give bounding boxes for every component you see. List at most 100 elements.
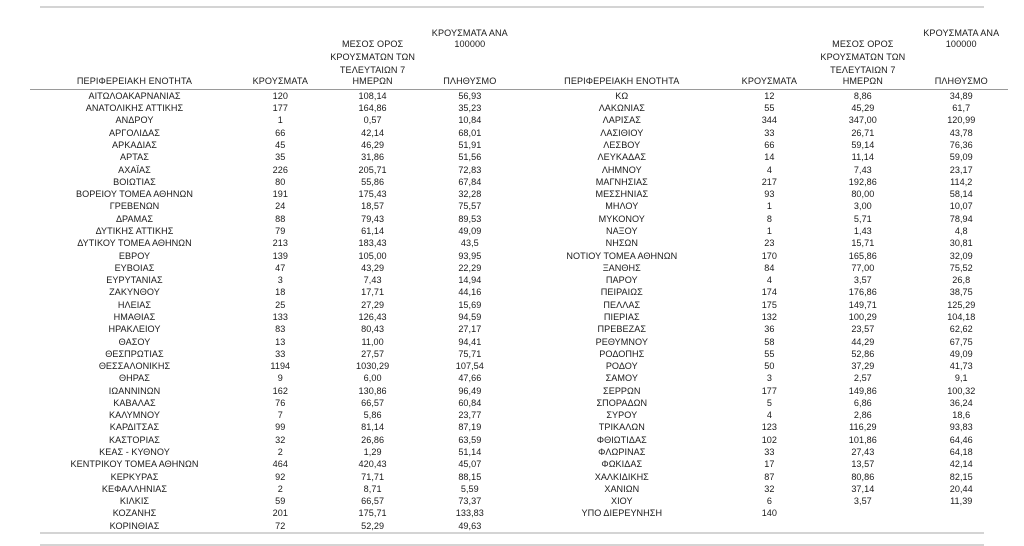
per100k-cell: 93,95 xyxy=(458,250,482,261)
cases-cell: 464 xyxy=(272,459,288,470)
table-row: ΚΟΡΙΝΘΙΑΣ 72 52,29 49,63 xyxy=(30,520,516,532)
cases-cell: 33 xyxy=(764,447,775,458)
cases-cell: 226 xyxy=(272,164,288,175)
per100k-cell: 75,57 xyxy=(458,201,482,212)
region-cell: ΛΗΜΝΟΥ xyxy=(601,164,642,175)
table-row: ΑΙΤΩΛΟΑΚΑΡΝΑΝΙΑΣ 120 108,14 56,93 xyxy=(30,90,516,103)
region-cell: ΛΕΣΒΟΥ xyxy=(603,140,641,150)
avg7-cell: 1030,29 xyxy=(356,361,390,372)
avg7-cell: 192,86 xyxy=(848,176,877,187)
table-row: ΚΩ 12 8,86 34,89 xyxy=(516,90,1008,103)
cases-header-right: ΚΡΟΥΣΜΑΤΑ xyxy=(727,65,812,91)
cases-cell: 32 xyxy=(764,483,775,494)
region-cell: ΗΜΑΘΙΑΣ xyxy=(113,311,156,322)
region-cell: ΜΗΛΟΥ xyxy=(605,201,639,212)
per100k-cell: 10,07 xyxy=(949,201,973,212)
per100k-cell: 38,75 xyxy=(949,287,973,298)
table-row: ΝΗΣΩΝ 23 15,71 30,81 xyxy=(516,238,1008,250)
region-cell: ΧΙΟΥ xyxy=(610,496,633,507)
cases-cell: 213 xyxy=(272,238,288,249)
region-cell: ΑΙΤΩΛΟΑΚΑΡΝΑΝΙΑΣ xyxy=(88,90,181,101)
avg7-cell: 164,86 xyxy=(358,103,387,114)
region-cell: ΓΡΕΒΕΝΩΝ xyxy=(109,201,160,212)
table-row: ΡΕΘΥΜΝΟΥ 58 44,29 67,75 xyxy=(516,336,1008,348)
per100k-cell: 76,36 xyxy=(949,140,973,150)
cases-cell: 33 xyxy=(275,348,286,359)
cases-cell: 4 xyxy=(766,164,772,175)
per100k-cell: 94,41 xyxy=(458,336,482,347)
cases-cell: 18 xyxy=(275,287,286,298)
avg7-cell: 11,00 xyxy=(361,336,384,347)
per100k-cell: 49,09 xyxy=(949,348,973,359)
per100k-cell: 75,52 xyxy=(949,262,973,273)
per100k-cell: 62,62 xyxy=(949,324,973,335)
top-divider-rule xyxy=(40,6,984,8)
cases-cell: 139 xyxy=(272,250,288,261)
avg7-header-line3-right: ΤΕΛΕΥΤΑΙΩΝ 7 ΗΜΕΡΩΝ xyxy=(811,65,915,91)
per100k-header-line1-left: ΚΡΟΥΣΜΑΤΑ ΑΝΑ 100000 xyxy=(431,27,508,49)
avg7-header-line1-right: ΜΕΣΟΣ ΟΡΟΣ xyxy=(832,38,894,49)
region-cell: ΑΝΑΤΟΛΙΚΗΣ ΑΤΤΙΚΗΣ xyxy=(85,103,184,114)
region-cell: ΤΡΙΚΑΛΩΝ xyxy=(598,422,645,433)
avg7-cell: 1,43 xyxy=(853,225,872,236)
per100k-cell: 67,75 xyxy=(949,336,973,347)
per100k-cell: 51,91 xyxy=(458,140,482,150)
spacer-cell xyxy=(728,52,812,65)
avg7-cell: 6,86 xyxy=(853,397,872,408)
avg7-cell: 176,86 xyxy=(848,287,877,298)
cases-cell: 4 xyxy=(766,410,772,421)
per100k-cell: 41,73 xyxy=(949,361,973,372)
avg7-cell: 175,71 xyxy=(358,508,387,519)
table-row: ΚΑΡΔΙΤΣΑΣ 99 81,14 87,19 xyxy=(30,422,516,434)
region-cell: ΠΡΕΒΕΖΑΣ xyxy=(597,324,647,335)
per100k-cell: 64,18 xyxy=(949,447,973,458)
cases-cell: 6 xyxy=(766,496,772,507)
cases-header-left: ΚΡΟΥΣΜΑΤΑ xyxy=(238,65,322,91)
per100k-cell: 4,8 xyxy=(954,225,968,236)
document-page: ΜΕΣΟΣ ΟΡΟΣ ΚΡΟΥΣΜΑΤΑ ΑΝΑ 100000 ΚΡΟΥΣΜΑΤ… xyxy=(0,6,1024,546)
cases-cell: 66 xyxy=(275,127,286,138)
avg7-cell: 61,14 xyxy=(361,225,385,236)
cases-cell: 1 xyxy=(766,201,772,212)
table-row: ΚΕΦΑΛΛΗΝΙΑΣ 2 8,71 5,59 xyxy=(30,483,516,495)
region-cell: ΕΥΡΥΤΑΝΙΑΣ xyxy=(106,275,163,286)
region-cell: ΑΧΑΪΑΣ xyxy=(118,164,151,175)
spacer-cell xyxy=(915,52,1009,65)
cases-cell: 12 xyxy=(764,90,775,101)
avg7-cell: 71,71 xyxy=(361,471,385,482)
header-main-row-left: ΠΕΡΙΦΕΡΕΙΑΚΗ ΕΝΟΤΗΤΑ ΚΡΟΥΣΜΑΤΑ ΤΕΛΕΥΤΑΙΩ… xyxy=(30,65,516,91)
table-row: ΚΑΛΥΜΝΟΥ 7 5,86 23,77 xyxy=(30,410,516,422)
per100k-cell: 14,94 xyxy=(458,275,482,286)
cases-cell: 99 xyxy=(275,422,286,433)
avg7-cell: 8,86 xyxy=(853,90,872,101)
avg7-cell xyxy=(811,508,914,520)
per100k-cell: 49,63 xyxy=(458,520,482,531)
avg7-cell: 2,86 xyxy=(853,410,872,421)
region-cell: ΔΥΤΙΚΟΥ ΤΟΜΕΑ ΑΘΗΝΩΝ xyxy=(77,238,192,249)
spacer-cell xyxy=(30,20,239,52)
avg7-cell: 59,14 xyxy=(851,140,875,150)
avg7-cell: 31,86 xyxy=(361,152,385,163)
region-cell: ΠΕΛΛΑΣ xyxy=(603,299,641,310)
avg7-cell: 23,57 xyxy=(851,324,875,335)
cases-cell: 88 xyxy=(275,213,286,224)
avg7-cell: 44,29 xyxy=(851,336,875,347)
region-cell: ΘΕΣΠΡΩΤΙΑΣ xyxy=(105,348,164,359)
region-cell: ΜΑΓΝΗΣΙΑΣ xyxy=(595,176,648,187)
cases-cell: 93 xyxy=(764,189,775,200)
table-row: ΦΛΩΡΙΝΑΣ 33 27,43 64,18 xyxy=(516,446,1008,458)
avg7-cell: 165,86 xyxy=(848,250,877,261)
table-row: ΣΑΜΟΥ 3 2,57 9,1 xyxy=(516,373,1008,385)
per100k-cell: 30,81 xyxy=(949,238,973,249)
region-cell: ΒΟΡΕΙΟΥ ΤΟΜΕΑ ΑΘΗΝΩΝ xyxy=(76,189,193,200)
per100k-cell: 72,83 xyxy=(458,164,482,175)
per100k-cell: 51,56 xyxy=(458,152,482,163)
cases-cell: 55 xyxy=(764,103,775,114)
cases-cell: 1 xyxy=(766,225,772,236)
table-row: ΛΑΡΙΣΑΣ 344 347,00 120,99 xyxy=(516,115,1008,127)
cases-cell: 92 xyxy=(275,471,286,482)
table-row: ΑΡΚΑΔΙΑΣ 45 46,29 51,91 xyxy=(30,139,516,151)
avg7-cell: 66,57 xyxy=(361,496,385,507)
per100k-cell: 87,19 xyxy=(458,422,482,433)
table-row: ΠΕΛΛΑΣ 175 149,71 125,29 xyxy=(516,299,1008,311)
